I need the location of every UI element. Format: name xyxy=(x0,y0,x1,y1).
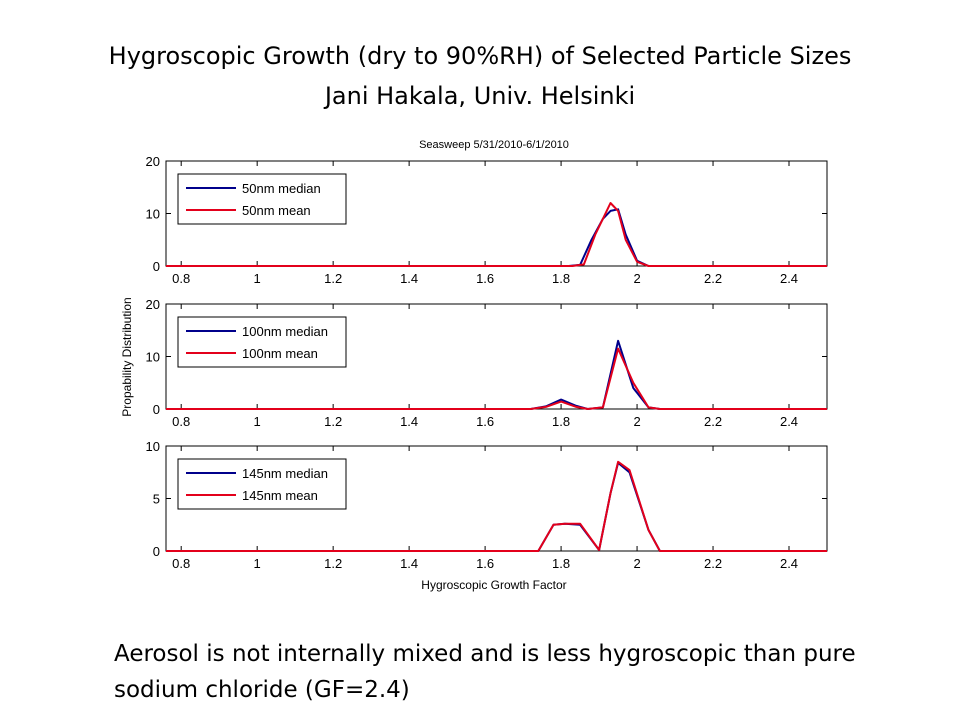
x-tick-label: 1.8 xyxy=(552,556,570,571)
x-tick-label: 2.2 xyxy=(704,271,722,286)
y-tick-label: 10 xyxy=(146,350,160,365)
y-tick-label: 10 xyxy=(146,207,160,222)
x-tick-label: 2.4 xyxy=(780,414,798,429)
y-tick-label: 0 xyxy=(153,402,160,417)
x-tick-label: 1.6 xyxy=(476,556,494,571)
x-tick-label: 1.6 xyxy=(476,271,494,286)
slide-title: Hygroscopic Growth (dry to 90%RH) of Sel… xyxy=(108,42,852,70)
legend-box xyxy=(177,173,347,225)
y-axis-label: Propability Distribution xyxy=(120,297,134,416)
x-tick-label: 1 xyxy=(254,414,261,429)
x-tick-label: 2 xyxy=(633,271,640,286)
series-line-100nm-mean xyxy=(166,347,827,410)
x-tick-label: 2 xyxy=(633,556,640,571)
y-tick-label: 0 xyxy=(153,259,160,274)
slide-subtitle: Jani Hakala, Univ. Helsinki xyxy=(324,82,636,110)
x-tick-label: 2 xyxy=(633,414,640,429)
legend-entry: 50nm mean xyxy=(242,203,311,218)
x-tick-label: 1.4 xyxy=(400,414,418,429)
x-tick-label: 1.2 xyxy=(324,414,342,429)
x-tick-label: 2.2 xyxy=(704,556,722,571)
x-tick-label: 1 xyxy=(254,271,261,286)
x-tick-label: 0.8 xyxy=(172,414,190,429)
x-axis-label: Hygroscopic Growth Factor xyxy=(421,578,566,592)
y-tick-label: 5 xyxy=(153,492,160,507)
legend-entry: 100nm mean xyxy=(242,346,318,361)
x-tick-label: 2.4 xyxy=(780,271,798,286)
x-tick-label: 1.8 xyxy=(552,414,570,429)
panel-3: 0.8 1 1.2 1.4 1.6 1.8 2 2.2 2.4 0 5 10 145nm median 1… xyxy=(146,439,828,571)
legend-entry: 145nm mean xyxy=(242,488,318,503)
y-tick-label: 20 xyxy=(146,297,160,312)
x-tick-label: 2.2 xyxy=(704,414,722,429)
legend-box xyxy=(177,316,347,368)
series-line-145nm-mean xyxy=(166,460,827,552)
y-tick-label: 10 xyxy=(146,439,160,454)
x-tick-label: 2.4 xyxy=(780,556,798,571)
legend-entry: 145nm median xyxy=(242,466,328,481)
x-tick-label: 1.2 xyxy=(324,556,342,571)
x-tick-label: 0.8 xyxy=(172,556,190,571)
legend-box xyxy=(177,458,347,510)
x-tick-label: 1.4 xyxy=(400,271,418,286)
x-tick-label: 1.2 xyxy=(324,271,342,286)
x-tick-label: 1.4 xyxy=(400,556,418,571)
panel-2: 0.8 1 1.2 1.4 1.6 1.8 2 2.2 2.4 0 10 20 100nm median… xyxy=(146,297,828,429)
x-tick-label: 0.8 xyxy=(172,271,190,286)
conclusion-text: Aerosol is not internally mixed and is l… xyxy=(114,641,856,703)
x-tick-label: 1.8 xyxy=(552,271,570,286)
legend-entry: 100nm median xyxy=(242,324,328,339)
x-tick-label: 1 xyxy=(254,556,261,571)
chart-title: Seasweep 5/31/2010-6/1/2010 xyxy=(419,139,569,151)
y-tick-label: 20 xyxy=(146,154,160,169)
panel-1: 0.8 1 1.2 1.4 1.6 1.8 2 2.2 2.4 0 10 20 50nm median 5… xyxy=(146,154,828,286)
series-line-50nm-mean xyxy=(166,202,827,267)
x-tick-label: 1.6 xyxy=(476,414,494,429)
y-tick-label: 0 xyxy=(153,544,160,559)
legend-entry: 50nm median xyxy=(242,181,321,196)
